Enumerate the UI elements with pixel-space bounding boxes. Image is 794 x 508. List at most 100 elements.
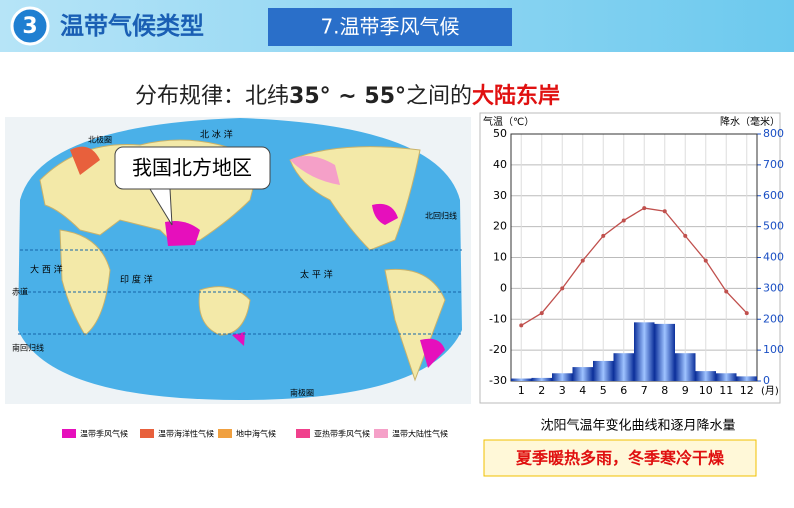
y-tick-label: 30 [493,189,507,202]
badge [10,6,50,46]
x-tick-label: 11 [719,384,733,397]
temp-point [744,311,749,316]
legend-swatch [374,429,388,438]
subtitle-range: 35° ~ 55° [289,84,406,109]
map-label: 印 度 洋 [120,274,153,286]
temp-point [683,233,688,238]
sa-monsoon [420,338,445,368]
au-monsoon [232,332,245,346]
precip-bar [531,377,552,381]
precip-bar [654,323,675,381]
legend-swatch [296,429,310,438]
tab-text: 7.温带季风气候 [320,15,459,39]
map-label: 南极圈 [290,388,314,398]
temp-point [519,323,524,328]
x-unit: (月) [761,385,779,397]
y-tick-label: -20 [489,343,507,356]
callout-pointer [149,188,173,226]
x-tick-label: 8 [661,384,668,397]
africa [59,229,111,336]
precip-bar [511,378,532,381]
map-label: 北回归线 [425,211,457,221]
precip-bar [716,373,737,381]
map-label: 南回归线 [12,343,44,353]
badge-number: 3 [22,14,37,39]
map-label: 北极圈 [88,135,112,145]
subtitle: 分布规律：北纬35° ~ 55°之间的大陆东岸 [135,83,560,109]
callout-text: 我国北方地区 [132,156,252,180]
temp-line [520,207,748,326]
y2-tick-label: 800 [763,127,784,140]
map-label: 北 冰 洋 [200,129,233,141]
x-tick-label: 6 [620,384,627,397]
precip-bar [736,376,757,381]
y-tick-label: 20 [493,220,507,233]
precip-bar [613,353,634,381]
subtitle-lead: 分布规律：北纬 [135,84,289,109]
temp-point [642,206,647,211]
y2-axis-label: 降水（毫米） [720,115,780,128]
na-continental [290,156,340,185]
temp-point [621,218,626,223]
temp-point [560,286,565,291]
legend-label: 温带季风气候 [80,429,128,439]
map-label: 赤道 [12,287,28,297]
y2-tick-label: 0 [763,374,770,387]
east-asia-monsoon [165,221,200,246]
conclusion: 夏季暖热多雨，冬季寒冷干燥 [515,449,725,468]
temp-point [580,258,585,263]
x-tick-label: 10 [699,384,713,397]
x-tick-label: 7 [641,384,648,397]
legend-label: 地中海气候 [236,429,276,439]
x-tick-label: 3 [559,384,566,397]
legend-swatch [218,429,232,438]
temp-point [539,311,544,316]
y2-tick-label: 500 [763,220,784,233]
y2-tick-label: 700 [763,158,784,171]
precip-bar [572,367,593,381]
y-axis-label: 气温（℃） [483,115,534,128]
precip-bar [593,360,614,381]
y-tick-label: 10 [493,251,507,264]
temp-point [662,209,667,214]
australia [198,286,251,336]
map-label: 太 平 洋 [300,269,333,281]
precip-bar [675,353,696,381]
callout-box [114,146,271,190]
header-title: 温带气候类型 [60,12,204,40]
chart-caption: 沈阳气温年变化曲线和逐月降水量 [540,418,735,434]
subtitle-emphasis: 大陆东岸 [472,83,560,109]
y2-tick-label: 300 [763,281,784,294]
precip-bar [695,371,716,381]
y2-tick-label: 200 [763,312,784,325]
y-tick-label: 40 [493,158,507,171]
legend-label: 温带海洋性气候 [158,429,214,439]
x-tick-label: 4 [579,384,586,397]
world-map: 北 冰 洋 太 平 洋 印 度 洋 大 西 洋 北回归线 赤道 南回归线 南极圈… [5,117,471,404]
eu-oceanic [70,146,100,175]
temp-point [703,258,708,263]
legend-swatch [140,429,154,438]
y-tick-label: -10 [489,312,507,325]
y-tick-label: -30 [489,374,507,387]
x-tick-label: 12 [740,384,754,397]
climate-chart: 气温（℃） 降水（毫米） -30 -20 -10 0 10 20 30 40 500 100 200 30… [483,115,784,397]
x-tick-label: 1 [518,384,525,397]
precip-bar [634,322,655,381]
precip-bar [552,373,573,381]
y2-tick-label: 100 [763,343,784,356]
na-monsoon [372,203,398,225]
y2-tick-label: 400 [763,251,784,264]
subtitle-mid: 之间的 [406,84,472,109]
conclusion-box [483,439,757,477]
y2-tick-label: 600 [763,189,784,202]
x-tick-label: 2 [538,384,545,397]
map-legend: 温带季风气候 温带海洋性气候 地中海气候 亚热带季风气候 温带大陆性气候 [62,429,448,439]
x-tick-label: 9 [682,384,689,397]
map-label: 大 西 洋 [30,264,63,276]
y-tick-label: 50 [493,127,507,140]
legend-swatch [62,429,76,438]
legend-label: 温带大陆性气候 [392,429,448,439]
